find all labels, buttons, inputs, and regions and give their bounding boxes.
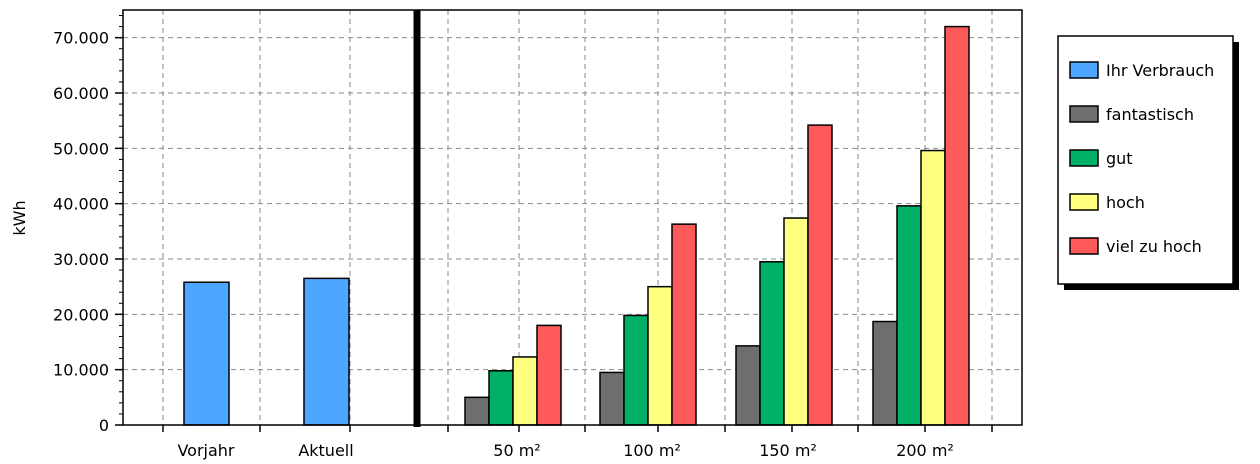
x-tick-label: 150 m² xyxy=(759,441,817,460)
legend-swatch xyxy=(1069,149,1099,167)
y-tick-label: 40.000 xyxy=(53,195,109,214)
legend-label: fantastisch xyxy=(1106,105,1194,124)
bar-ihr-verbrauch xyxy=(183,281,230,426)
bar-hoch xyxy=(512,356,538,426)
x-tick-label: Aktuell xyxy=(298,441,353,460)
bar-viel-zu-hoch xyxy=(807,124,833,426)
y-axis: 0 10.000 20.000 30.000 40.000 50.000 60.000 70.… xyxy=(53,15,123,435)
legend-swatch xyxy=(1069,105,1099,123)
legend-swatch xyxy=(1069,237,1099,255)
legend-label: viel zu hoch xyxy=(1106,237,1202,256)
bar-viel-zu-hoch xyxy=(671,223,697,426)
y-tick-label: 60.000 xyxy=(53,84,109,103)
plot-frame xyxy=(122,9,1023,427)
bar-viel-zu-hoch xyxy=(536,324,562,426)
legend-swatch xyxy=(1069,193,1099,211)
gridlines xyxy=(123,10,1022,425)
bar-fantastisch xyxy=(599,371,625,426)
y-axis-title: kWh xyxy=(10,200,29,235)
y-tick-label: 70.000 xyxy=(53,29,109,48)
bar-gut xyxy=(488,370,514,426)
bar-gut xyxy=(623,314,649,426)
bar-gut xyxy=(759,261,785,426)
bar-fantastisch xyxy=(464,396,490,426)
bar-fantastisch xyxy=(872,320,898,426)
bars xyxy=(183,25,970,426)
bar-viel-zu-hoch xyxy=(944,25,970,426)
y-tick-label: 20.000 xyxy=(53,305,109,324)
bar-hoch xyxy=(783,217,809,426)
y-tick-label: 50.000 xyxy=(53,139,109,158)
bar-ihr-verbrauch xyxy=(303,277,350,426)
x-tick-label: 200 m² xyxy=(896,441,954,460)
legend-label: hoch xyxy=(1106,193,1145,212)
bar-gut xyxy=(896,205,922,426)
legend: Ihr Verbrauch fantastisch gut hoch viel zu h… xyxy=(1057,35,1239,290)
legend-label: Ihr Verbrauch xyxy=(1106,61,1214,80)
y-tick-label: 30.000 xyxy=(53,250,109,269)
legend-label: gut xyxy=(1106,149,1133,168)
plot-border xyxy=(122,9,1023,426)
x-tick-label: Vorjahr xyxy=(177,441,234,460)
bar-fantastisch xyxy=(735,345,761,426)
y-tick-label: 0 xyxy=(99,416,109,435)
bar-hoch xyxy=(920,149,946,426)
x-axis: Vorjahr Aktuell 50 m² 100 m² 150 m² 200 m² xyxy=(162,425,993,460)
legend-swatch xyxy=(1069,61,1099,79)
x-tick-label: 50 m² xyxy=(493,441,540,460)
x-tick-label: 100 m² xyxy=(623,441,681,460)
y-tick-label: 10.000 xyxy=(53,361,109,380)
bar-hoch xyxy=(647,285,673,426)
